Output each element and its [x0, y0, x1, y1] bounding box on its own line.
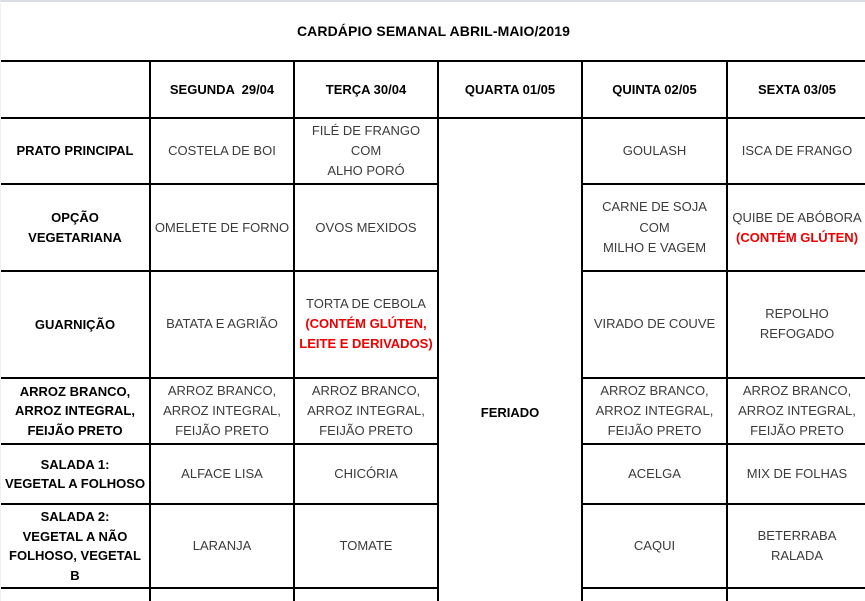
- cell-arroz-segunda: ARROZ BRANCO, ARROZ INTEGRAL, FEIJÃO PRE…: [149, 376, 293, 444]
- cell-salada1-segunda: ALFACE LISA: [149, 443, 293, 504]
- cell-guarnicao-terca: TORTA DE CEBOLA (CONTÉM GLÚTEN, LEITE E …: [293, 269, 437, 377]
- title-row: CARDÁPIO SEMANAL ABRIL-MAIO/2019: [1, 2, 865, 60]
- header-quarta: QUARTA 01/05: [437, 60, 581, 117]
- header-row: SEGUNDA 29/04 TERÇA 30/04 QUARTA 01/05 Q…: [1, 60, 865, 117]
- row-label-salada-2: SALADA 2: VEGETAL A NÃO FOLHOSO, VEGETAL…: [1, 503, 149, 587]
- cell-salada2-terca: TOMATE: [293, 503, 437, 588]
- header-corner-cell: [1, 60, 149, 117]
- cell-vegetariana-sexta: QUIBE DE ABÓBORA (CONTÉM GLÚTEN): [726, 183, 865, 270]
- cell-prato-segunda: COSTELA DE BOI: [149, 117, 293, 184]
- row-label-guarnicao: GUARNIÇÃO: [1, 269, 149, 377]
- cell-guarnicao-segunda: BATATA E AGRIÃO: [149, 269, 293, 377]
- row-prato-principal: PRATO PRINCIPAL COSTELA DE BOI FILÉ DE F…: [1, 117, 865, 601]
- header-sexta: SEXTA 03/05: [726, 60, 865, 117]
- row-label-opcao-vegetariana: OPÇÃO VEGETARIANA: [1, 183, 149, 270]
- cell-vegetariana-quinta: CARNE DE SOJA COM MILHO E VAGEM: [581, 183, 726, 270]
- cell-prato-quinta: GOULASH: [581, 117, 726, 184]
- header-terca: TERÇA 30/04: [293, 60, 437, 117]
- cell-arroz-terca: ARROZ BRANCO, ARROZ INTEGRAL, FEIJÃO PRE…: [293, 376, 437, 444]
- gluten-warning: (CONTÉM GLÚTEN): [735, 229, 859, 245]
- cell-salada2-sexta: BETERRABA RALADA: [726, 503, 865, 588]
- dish-name: TORTA DE CEBOLA: [306, 296, 426, 312]
- cell-salada1-sexta: MIX DE FOLHAS: [726, 443, 865, 504]
- row-label-prato-principal: PRATO PRINCIPAL: [1, 117, 149, 183]
- cell-refresco1-quinta: LIMÃO: [581, 587, 726, 601]
- row-salada-1: SALADA 1: VEGETAL A FOLHOSO ALFACE LISA …: [1, 443, 865, 504]
- cell-salada1-quinta: ACELGA: [581, 443, 726, 504]
- cell-guarnicao-sexta: REPOLHO REFOGADO: [726, 269, 865, 377]
- cell-salada2-segunda: LARANJA: [149, 503, 293, 588]
- cell-refresco1-segunda: MANGA: [149, 587, 293, 601]
- row-label-arroz-feijao: ARROZ BRANCO, ARROZ INTEGRAL, FEIJÃO PRE…: [1, 376, 149, 443]
- cell-vegetariana-terca: OVOS MEXIDOS: [293, 183, 437, 270]
- row-label-refrescos: REFRESCOS: [1, 587, 149, 601]
- page-title: CARDÁPIO SEMANAL ABRIL-MAIO/2019: [296, 23, 571, 39]
- cell-vegetariana-segunda: OMELETE DE FORNO: [149, 183, 293, 270]
- cell-prato-terca: FILÉ DE FRANGO COM ALHO PORÓ: [293, 117, 437, 184]
- cell-arroz-quinta: ARROZ BRANCO, ARROZ INTEGRAL, FEIJÃO PRE…: [581, 376, 726, 444]
- header-segunda: SEGUNDA 29/04: [149, 60, 293, 117]
- cell-salada1-terca: CHICÓRIA: [293, 443, 437, 504]
- gluten-dairy-warning: (CONTÉM GLÚTEN, LEITE E DERIVADOS): [299, 316, 433, 352]
- row-label-salada-1: SALADA 1: VEGETAL A FOLHOSO: [1, 443, 149, 503]
- cell-prato-sexta: ISCA DE FRANGO: [726, 117, 865, 184]
- cell-arroz-sexta: ARROZ BRANCO, ARROZ INTEGRAL, FEIJÃO PRE…: [726, 376, 865, 444]
- header-quinta: QUINTA 02/05: [581, 60, 726, 117]
- holiday-cell: FERIADO: [437, 117, 581, 601]
- row-arroz-feijao: ARROZ BRANCO, ARROZ INTEGRAL, FEIJÃO PRE…: [1, 376, 865, 444]
- cell-refresco1-sexta: GOIABA: [726, 587, 865, 601]
- cell-refresco1-terca: MATE: [293, 587, 437, 601]
- row-opcao-vegetariana: OPÇÃO VEGETARIANA OMELETE DE FORNO OVOS …: [1, 183, 865, 270]
- row-salada-2: SALADA 2: VEGETAL A NÃO FOLHOSO, VEGETAL…: [1, 503, 865, 588]
- dish-name: QUIBE DE ABÓBORA: [732, 209, 862, 225]
- row-refrescos-1: REFRESCOS MANGA MATE LIMÃO GOIABA: [1, 587, 865, 601]
- row-guarnicao: GUARNIÇÃO BATATA E AGRIÃO TORTA DE CEBOL…: [1, 269, 865, 377]
- cell-guarnicao-quinta: VIRADO DE COUVE: [581, 269, 726, 377]
- cell-salada2-quinta: CAQUI: [581, 503, 726, 588]
